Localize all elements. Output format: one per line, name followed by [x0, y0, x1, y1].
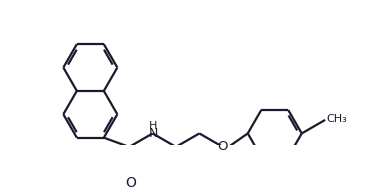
- Text: O: O: [125, 176, 136, 190]
- Text: H: H: [149, 121, 158, 131]
- Text: O: O: [217, 140, 228, 153]
- Text: N: N: [149, 127, 158, 140]
- Text: CH₃: CH₃: [327, 114, 348, 124]
